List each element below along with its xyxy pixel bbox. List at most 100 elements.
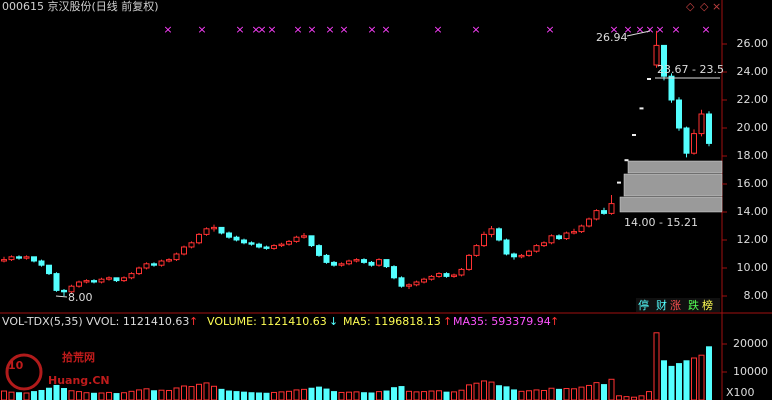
signal-marker: × [251,23,260,36]
volume-bar [338,391,345,400]
candle-body [233,236,240,241]
volume-bar [233,391,240,400]
volume-bar [181,385,187,400]
button[interactable]: 榜 [702,298,713,312]
volume-bar [451,391,457,400]
volume-bar [496,385,502,400]
candle-body [91,280,97,283]
volume-bar [121,392,127,400]
candle-body [143,263,150,269]
volume-bar [421,391,427,400]
candle-body [691,133,697,154]
candle-body [593,210,600,220]
y-tick-label: 18.00 [737,149,769,162]
volume-bar [16,392,22,400]
volume-bar [248,392,255,400]
volume-bar [91,392,97,400]
candle-body [1,259,7,262]
candle-body [256,243,262,248]
candle-body [706,113,712,144]
volume-bar [428,390,435,400]
range-annotation: 23.67 - 23.5 [657,63,724,76]
watermark: 10 拾荒网 Huang.CN [5,350,110,391]
volume-bar [601,384,607,400]
candle-body [661,44,667,77]
candle-body [31,256,37,262]
volume-bar [1,390,7,400]
volume-bar [413,391,420,400]
button[interactable]: 停 [638,298,649,312]
volume-bar [586,384,592,400]
candle-body [83,280,90,283]
candle-body [136,267,142,275]
volume-bar [361,392,367,400]
volume-bar [241,391,247,400]
candle-body [406,284,412,287]
volume-bar [548,387,555,400]
signal-marker: × [655,23,664,36]
signal-marker: × [257,23,266,36]
volume-bar [158,389,165,400]
volume-bar [436,390,442,400]
candle-body [421,278,427,283]
signal-marker: × [635,23,644,36]
volume-bar [368,392,375,400]
window-icon[interactable]: ◇ [700,0,709,13]
y-tick-label: 26.00 [737,37,769,50]
signal-marker: × [381,23,390,36]
candle-body [158,260,165,266]
candle-body [308,235,315,247]
window-icon[interactable]: × [712,0,721,13]
volume-bar [698,354,705,400]
annotation-arrow [55,295,68,298]
y-tick-label: 24.00 [737,65,769,78]
volume-bar [68,390,75,400]
button[interactable]: 涨 [670,299,681,312]
candle-body [481,233,487,247]
candle-body [248,242,255,245]
candle-body [511,253,517,258]
signal-marker: × [433,23,442,36]
volume-bar [113,393,120,400]
chip-distribution [619,160,723,213]
candle-body [503,239,510,255]
volume-bar [8,391,15,400]
candle-body [698,113,705,135]
button[interactable]: 财 [656,298,667,312]
volume-bar [323,388,330,400]
volume-bar [631,396,637,400]
candle-body [286,240,292,245]
volume-bar [151,390,157,400]
candle-body [436,273,442,277]
volume-bar [271,391,277,400]
candle-body [376,259,382,266]
candle-body [323,254,330,263]
candle-body [683,127,690,154]
signal-marker: × [325,23,334,36]
candle-body [218,226,225,234]
candle-body [38,260,45,266]
candle-body [338,263,345,266]
button[interactable]: 跌 [688,298,699,312]
candle-body [61,289,67,293]
volume-bar [683,360,690,400]
candle-body [443,273,450,277]
watermark-text: 拾荒网 [62,350,95,364]
candle-body [466,254,472,270]
indicator-value: VOLUME: 1121410.63 [207,315,327,328]
indicator-arrow: ↓ [329,315,338,328]
watermark-logo [5,353,43,391]
candle-body [518,254,525,258]
candle-body [608,203,615,214]
volume-bar [466,384,472,400]
volume-bar [391,387,397,400]
candle-body [98,278,105,283]
candle-body [271,245,277,249]
candle-body [76,281,82,287]
indicator-arrow: ↑ [443,315,452,328]
volume-bar [76,391,82,400]
candle-body [428,275,435,280]
candle-body [653,44,660,66]
window-icon[interactable]: ◇ [686,0,695,13]
watermark-text: Huang.CN [48,374,110,387]
